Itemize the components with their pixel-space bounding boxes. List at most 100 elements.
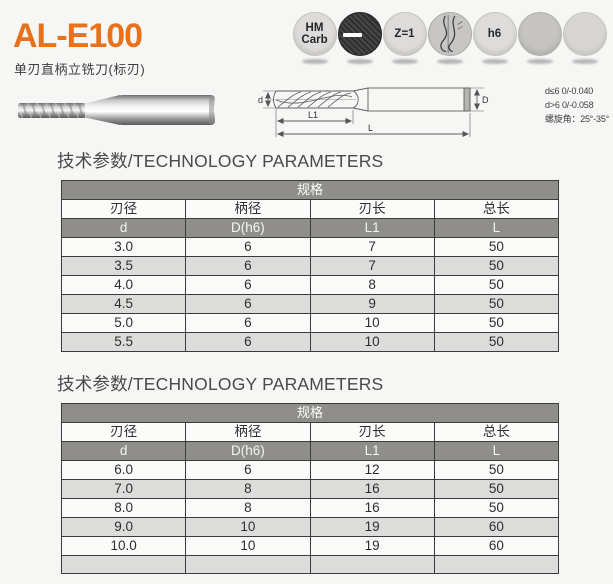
note-line: d>6 0/-0.058 <box>545 100 594 110</box>
table-symbol-row: d D(h6) L1 L <box>60 218 560 238</box>
table-cell: 4.0 <box>60 275 187 295</box>
table-column-header-row: 刃径 柄径 刃长 总长 <box>60 199 560 219</box>
feature-badges: HM Carb Z=1 <box>292 12 607 64</box>
spec-table-2: 规格 刃径 柄径 刃长 总长 d D(h6) L1 L 6.0 6 12 50 7.0 8 16 50 8.0 8 1… <box>60 403 560 574</box>
table-data-row: 3.0 6 7 50 <box>60 237 560 257</box>
table-cell: D(h6) <box>185 441 311 461</box>
table-cell: D(h6) <box>185 218 311 238</box>
table-cell: L1 <box>309 441 435 461</box>
product-model-title: AL-E100 <box>13 17 143 55</box>
table-cell: 10 <box>185 536 311 556</box>
table-cell: 8.0 <box>60 498 187 518</box>
table-cell: 刃长 <box>309 422 435 442</box>
table-data-row: 4.0 6 8 50 <box>60 275 560 295</box>
badge-shadow <box>571 59 598 64</box>
carbon-coating-icon <box>337 12 382 56</box>
table-cell: 50 <box>433 237 560 257</box>
table-cell: 10 <box>185 517 311 537</box>
h6-tolerance-icon: h6 <box>472 12 517 56</box>
spec-table-1: 规格 刃径 柄径 刃长 总长 d D(h6) L1 L 3.0 6 7 50 3.5 6 7 50 4.0 6 8 50… <box>60 180 560 352</box>
table-cell: 50 <box>433 498 560 518</box>
table-group-header-row: 规格 <box>61 180 559 200</box>
table-cell: 刃长 <box>309 199 435 219</box>
badge-shadow <box>481 59 508 64</box>
table-cell: 3.0 <box>60 237 187 257</box>
table-cell: 7 <box>309 256 435 276</box>
table-cell: 19 <box>309 517 435 537</box>
product-subtitle: 单刃直柄立铣刀(标刃) <box>14 62 146 77</box>
section-heading-1: 技术参数/TECHNOLOGY PARAMETERS <box>57 151 384 171</box>
table-cell: 50 <box>433 275 560 295</box>
table-cell: 6 <box>185 313 311 333</box>
badge-blank-1 <box>517 12 562 64</box>
table-column-header-row: 刃径 柄径 刃长 总长 <box>60 422 560 442</box>
table-data-row: 6.0 6 12 50 <box>60 460 560 480</box>
table-cell: 柄径 <box>185 422 311 442</box>
table-cell: 6 <box>185 294 311 314</box>
table-cell: 12 <box>309 460 435 480</box>
hm-carbide-icon: HM Carb <box>292 12 337 56</box>
table-cell: 3.5 <box>60 256 187 276</box>
table-cell: 50 <box>433 294 560 314</box>
table-cell: 50 <box>433 313 560 333</box>
flute-sketch-icon <box>427 12 472 56</box>
table-cell: 总长 <box>433 199 560 219</box>
product-photo <box>18 95 215 125</box>
badge-shadow <box>346 59 373 64</box>
badge-coating <box>337 12 382 64</box>
badge-h6: h6 <box>472 12 517 64</box>
table-data-row: 5.0 6 10 50 <box>60 313 560 333</box>
dim-label-D: D <box>482 95 489 105</box>
badge-shadow <box>526 59 553 64</box>
dim-label-L: L <box>368 123 373 133</box>
table-cell: 10 <box>309 313 435 333</box>
table-cell: 60 <box>433 517 560 537</box>
table-cell <box>433 555 560 574</box>
table-cell: 19 <box>309 536 435 556</box>
flute-count-icon: Z=1 <box>382 12 427 56</box>
table-cell: d <box>60 441 187 461</box>
table-cell: 8 <box>185 479 311 499</box>
dim-label-d: d <box>258 95 263 105</box>
table-cell: 6 <box>185 332 311 352</box>
table-cell: L1 <box>309 218 435 238</box>
table-cell <box>309 555 435 574</box>
badge-shadow <box>391 59 418 64</box>
dim-label-L1: L1 <box>308 110 318 120</box>
table-cell: 5.0 <box>60 313 187 333</box>
table-cell: 9 <box>309 294 435 314</box>
table-cell: 规格 <box>61 403 559 423</box>
table-cell: d <box>60 218 187 238</box>
table-cell: 7.0 <box>60 479 187 499</box>
table-data-row: 8.0 8 16 50 <box>60 498 560 518</box>
section-heading-2: 技术参数/TECHNOLOGY PARAMETERS <box>57 374 384 394</box>
table-cell: 柄径 <box>185 199 311 219</box>
badge-hm-carb: HM Carb <box>292 12 337 64</box>
blank-circle-icon <box>517 12 562 56</box>
table-cell: 5.5 <box>60 332 187 352</box>
table-cell: 6 <box>185 256 311 276</box>
table-cell: 6 <box>185 237 311 257</box>
table-data-row: 9.0 10 19 60 <box>60 517 560 537</box>
table-cell: 50 <box>433 256 560 276</box>
table-cell: 16 <box>309 479 435 499</box>
badge-label: HM Carb <box>301 21 328 46</box>
blank-circle-icon <box>562 12 607 56</box>
table-cell: 7 <box>309 237 435 257</box>
table-cell: 60 <box>433 536 560 556</box>
table-cell: 10.0 <box>60 536 187 556</box>
table-cell: 刃径 <box>60 422 187 442</box>
badge-shadow <box>436 59 463 64</box>
table-cell: 刃径 <box>60 199 187 219</box>
note-line: d≤6 0/-0.040 <box>545 86 594 96</box>
table-cell: 10 <box>309 332 435 352</box>
table-cell: 6 <box>185 460 311 480</box>
badge-label: Z=1 <box>394 27 415 40</box>
table-cell: 50 <box>433 332 560 352</box>
table-data-row: 3.5 6 7 50 <box>60 256 560 276</box>
tolerance-notes: d≤6 0/-0.040 d>6 0/-0.058 螺旋角：25°-35° <box>545 84 609 126</box>
badge-label: h6 <box>487 27 502 40</box>
table-data-row: 5.5 6 10 50 <box>60 332 560 352</box>
table-cell: L <box>433 441 560 461</box>
